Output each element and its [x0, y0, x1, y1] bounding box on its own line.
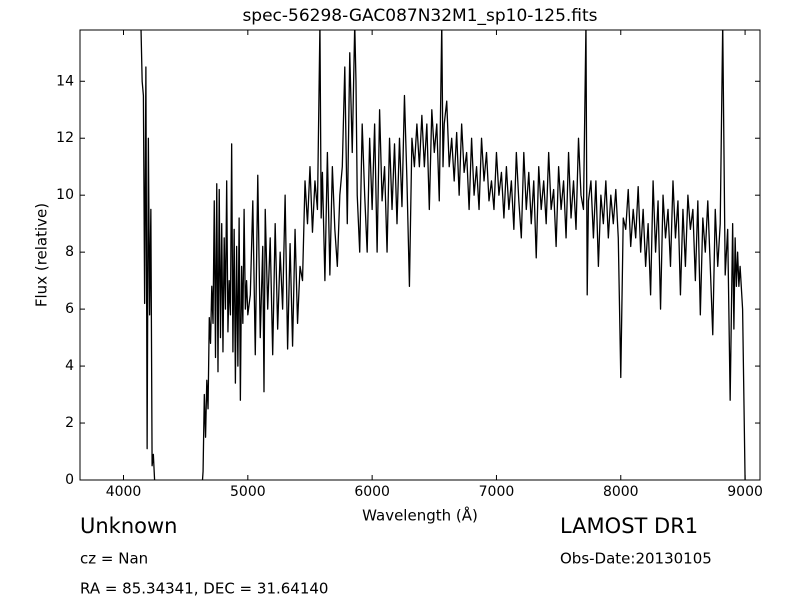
y-tick-label: 12	[56, 130, 74, 146]
x-tick-label: 7000	[479, 484, 515, 500]
x-tick-label: 9000	[727, 484, 763, 500]
x-tick-label: 8000	[603, 484, 639, 500]
y-tick-label: 10	[56, 187, 74, 203]
y-tick-label: 0	[65, 472, 74, 488]
y-axis-label: Flux (relative)	[33, 203, 51, 307]
cz-label: cz = Nan	[80, 550, 148, 568]
x-axis-label: Wavelength (Å)	[362, 506, 478, 525]
spectrum-line	[140, 30, 746, 480]
plot-frame	[79, 29, 761, 481]
date-label: Obs-Date:20130105	[560, 550, 712, 568]
survey-label: LAMOST DR1	[560, 514, 698, 538]
y-tick-label: 6	[65, 301, 74, 317]
object-label: Unknown	[80, 514, 177, 538]
y-tick-label: 8	[65, 244, 74, 260]
y-tick-label: 4	[65, 358, 74, 374]
x-tick-label: 4000	[106, 484, 142, 500]
y-tick-label: 2	[65, 415, 74, 431]
coords-label: RA = 85.34341, DEC = 31.64140	[80, 580, 328, 598]
chart-title: spec-56298-GAC087N32M1_sp10-125.fits	[242, 6, 597, 26]
y-tick-label: 14	[56, 73, 74, 89]
x-tick-label: 5000	[230, 484, 266, 500]
x-tick-label: 6000	[354, 484, 390, 500]
